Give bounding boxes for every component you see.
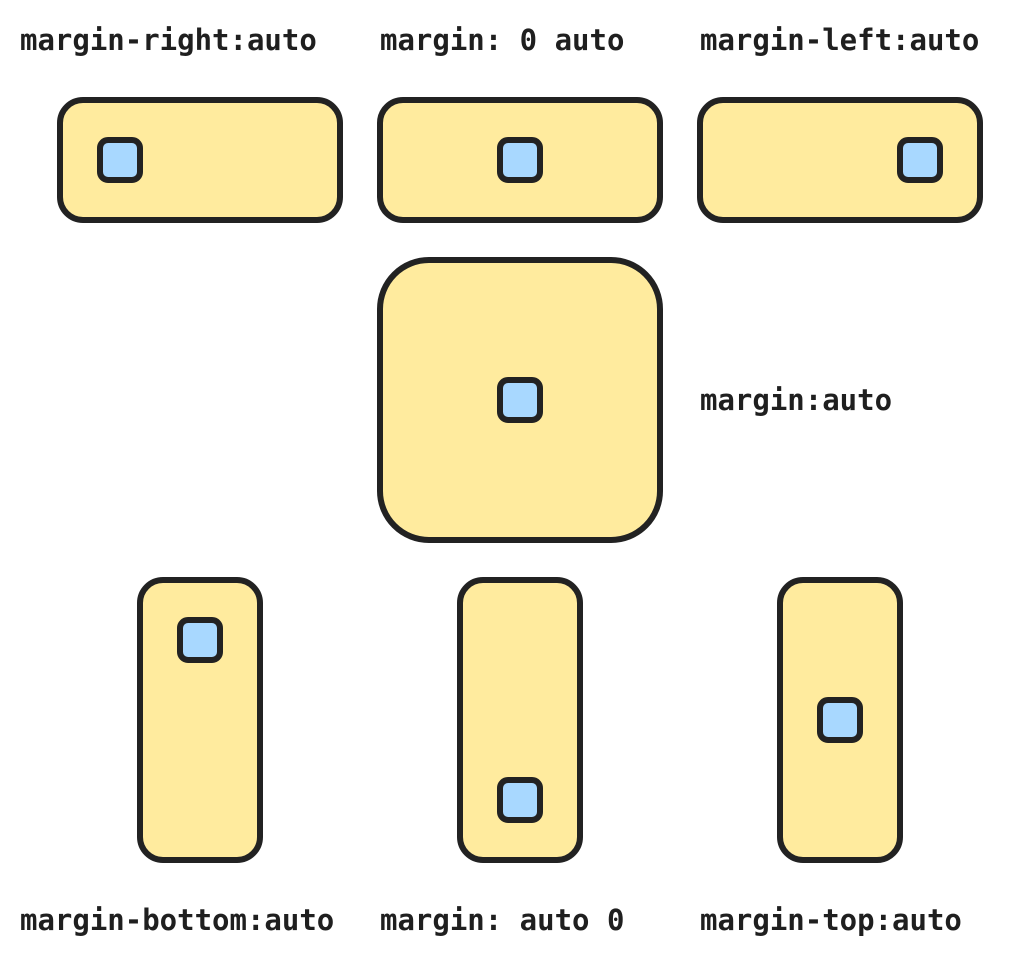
container-margin-0-auto	[377, 97, 663, 223]
label-margin-right-auto: margin-right:auto	[20, 23, 317, 57]
label-margin-auto: margin:auto	[700, 383, 893, 417]
container-margin-right-auto	[57, 97, 343, 223]
item-square	[897, 137, 943, 183]
item-square	[497, 377, 543, 423]
item-square	[177, 617, 223, 663]
item-square	[497, 777, 543, 823]
item-square	[97, 137, 143, 183]
label-margin-auto-0: margin: auto 0	[380, 903, 625, 937]
item-square	[497, 137, 543, 183]
label-margin-0-auto: margin: 0 auto	[380, 23, 625, 57]
label-margin-left-auto: margin-left:auto	[700, 23, 980, 57]
container-margin-auto-0	[457, 577, 583, 863]
container-margin-left-auto	[697, 97, 983, 223]
container-margin-bottom-auto	[137, 577, 263, 863]
label-margin-bottom-auto: margin-bottom:auto	[20, 903, 335, 937]
container-margin-auto	[377, 257, 663, 543]
container-margin-top-auto	[777, 577, 903, 863]
item-square	[817, 697, 863, 743]
label-margin-top-auto: margin-top:auto	[700, 903, 962, 937]
